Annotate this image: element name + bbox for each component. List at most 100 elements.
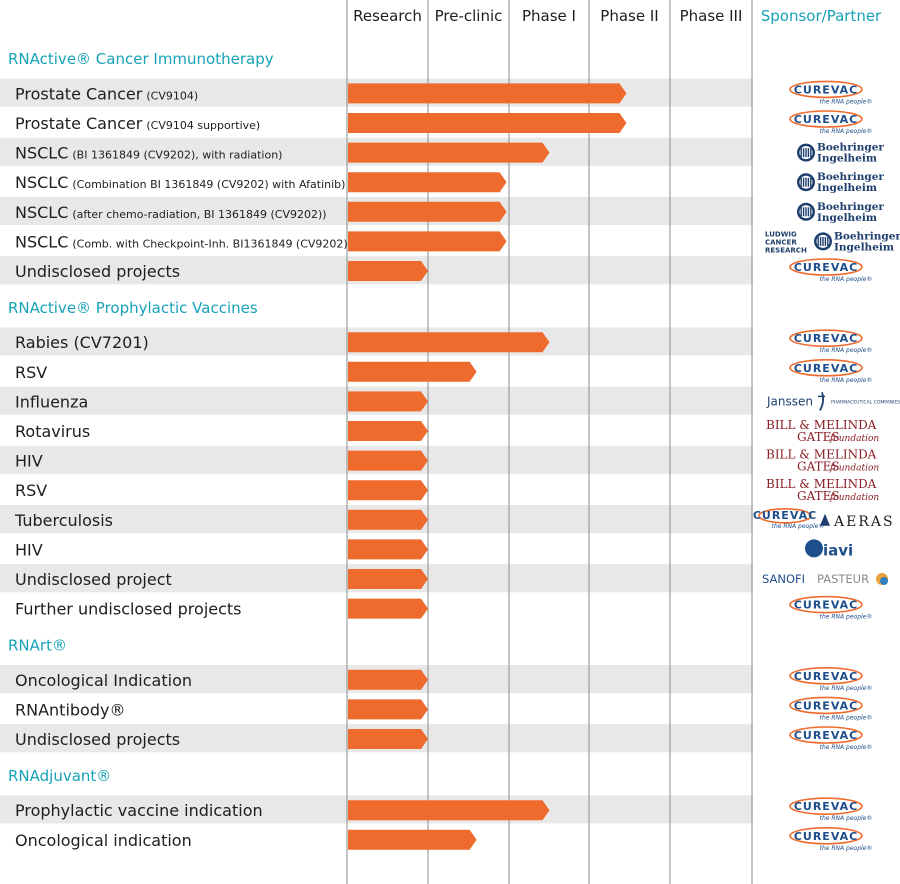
- curevac-tagline: the RNA people®: [820, 685, 873, 692]
- row-label: Rotavirus: [15, 422, 90, 441]
- partner-column-header: Sponsor/Partner: [761, 7, 882, 25]
- partner-logo: CUREVAC the RNA people®: [789, 666, 873, 692]
- row-label-main: NSCLC: [15, 173, 68, 192]
- curevac-tagline: the RNA people®: [820, 128, 873, 135]
- curevac-logo-text: CUREVAC: [753, 509, 817, 522]
- gates-logo-text: BILL & MELINDA: [766, 477, 877, 491]
- row-label: Oncological indication: [15, 831, 192, 850]
- curevac-tagline: the RNA people®: [820, 815, 873, 822]
- progress-bar: [348, 83, 627, 104]
- row-label-main: Tuberculosis: [14, 511, 113, 530]
- boehringer-logo-text: Boehringer: [817, 201, 884, 213]
- pipeline-row: Oncological Indication CUREVAC the RNA peo…: [15, 666, 873, 692]
- column-header: Phase III: [680, 7, 743, 25]
- curevac-logo-text: CUREVAC: [794, 261, 858, 274]
- row-label-main: Prophylactic vaccine indication: [15, 801, 263, 820]
- curevac-logo-text: CUREVAC: [794, 670, 858, 683]
- gates-logo-text-2: GATES: [797, 489, 840, 503]
- progress-bar: [348, 231, 507, 252]
- row-label: Rabies (CV7201): [15, 333, 149, 352]
- row-label-main: NSCLC: [15, 203, 68, 222]
- pipeline-rows: RNActive® Cancer Immunotherapy Prostate C…: [8, 50, 900, 852]
- sanofi-logo-text-2: PASTEUR: [817, 572, 869, 586]
- column-header: Pre-clinic: [435, 7, 503, 25]
- row-label: NSCLC (BI 1361849 (CV9202), with radiatio…: [15, 144, 282, 163]
- section-title: RNAdjuvant®: [8, 767, 111, 785]
- row-label: Prostate Cancer (CV9104): [15, 84, 198, 103]
- aeras-logo-text: AERAS: [833, 514, 895, 530]
- janssen-logo-text: Janssen: [766, 394, 813, 408]
- progress-bar: [348, 800, 550, 821]
- column-header: Phase II: [600, 7, 658, 25]
- gates-logo-text-3: foundation: [829, 434, 879, 444]
- progress-bar: [348, 261, 428, 281]
- progress-bar: [348, 569, 428, 589]
- curevac-tagline: the RNA people®: [820, 614, 873, 621]
- row-label-main: RSV: [15, 363, 47, 382]
- partner-logo: CUREVAC the RNA people®: [789, 797, 873, 822]
- pipeline-row: Prostate Cancer (CV9104) CUREVAC the RNA pe…: [15, 80, 872, 105]
- pipeline-row: NSCLC (Comb. with Checkpoint-Inh. BI13618…: [15, 230, 900, 254]
- progress-bar: [348, 480, 428, 501]
- pipeline-row: RNAntibody® CUREVAC the RNA people®: [15, 696, 873, 721]
- row-label-detail: (Comb. with Checkpoint-Inh. BI1361849 (C…: [72, 237, 352, 250]
- sanofi-logo-text: SANOFI: [762, 572, 805, 586]
- curevac-logo-text: CUREVAC: [794, 699, 858, 712]
- progress-bar: [348, 509, 428, 530]
- janssen-logo-subtext: PHARMACEUTICAL COMPANIES OF Johnson & Jo…: [831, 399, 900, 405]
- partner-logo: CUREVAC the RNA people®: [789, 826, 872, 852]
- row-label: NSCLC (Combination BI 1361849 (CV9202) wi…: [15, 173, 345, 192]
- boehringer-logo-text-2: Ingelheim: [817, 212, 877, 224]
- column-headers: Research Pre-clinic Phase I Phase II Phase I…: [353, 7, 882, 25]
- curevac-tagline: the RNA people®: [820, 347, 873, 354]
- partner-logo: CUREVAC the RNA people®: [789, 258, 872, 283]
- boehringer-logo-text-2: Ingelheim: [817, 153, 877, 165]
- row-label-main: HIV: [15, 540, 43, 559]
- pipeline-row: Undisclosed project SANOFI PASTEUR: [15, 569, 888, 589]
- row-label: NSCLC (Comb. with Checkpoint-Inh. BI13618…: [15, 232, 352, 251]
- progress-bar: [348, 729, 428, 749]
- row-label: RSV: [15, 481, 47, 500]
- gates-logo-text-3: foundation: [829, 493, 879, 503]
- row-label-main: Further undisclosed projects: [15, 600, 242, 619]
- pipeline-row: Undisclosed projects CUREVAC the RNA peopl…: [15, 726, 872, 751]
- curevac-logo-text: CUREVAC: [794, 800, 858, 813]
- boehringer-logo-text-2: Ingelheim: [834, 241, 894, 253]
- pipeline-row: Further undisclosed projects CUREVAC the R…: [15, 595, 873, 621]
- row-label: HIV: [15, 540, 43, 559]
- progress-bar: [348, 201, 507, 222]
- progress-bar: [348, 829, 477, 850]
- pipeline-row: Influenza Janssen PHARMACEUTICAL COMPANIES…: [15, 391, 900, 412]
- partner-logo: CUREVAC the RNA people®: [789, 726, 872, 751]
- partner-logo: CUREVAC the RNA people®: [789, 358, 872, 384]
- section-title: RNActive® Cancer Immunotherapy: [8, 50, 274, 68]
- progress-bar: [348, 113, 627, 133]
- curevac-logo-text: CUREVAC: [794, 362, 858, 375]
- row-label: Prophylactic vaccine indication: [15, 801, 263, 820]
- progress-bar: [348, 539, 428, 560]
- progress-bar: [348, 361, 477, 382]
- progress-bar: [348, 450, 428, 471]
- row-label: Undisclosed projects: [15, 730, 180, 749]
- row-label-detail: (CV9104): [146, 89, 198, 102]
- row-label-main: Oncological indication: [15, 831, 192, 850]
- row-label-main: Rotavirus: [15, 422, 90, 441]
- partner-logo: CUREVAC the RNA people®: [789, 696, 873, 721]
- progress-bar: [348, 669, 428, 690]
- boehringer-logo-text: Boehringer: [817, 171, 884, 183]
- column-header: Phase I: [522, 7, 576, 25]
- boehringer-logo-text-2: Ingelheim: [817, 182, 877, 194]
- row-label: Influenza: [15, 392, 88, 411]
- curevac-tagline: the RNA people®: [820, 714, 873, 721]
- partner-logo: CUREVAC the RNA people®: [789, 595, 873, 621]
- row-label-detail: (BI 1361849 (CV9202), with radiation): [72, 149, 282, 162]
- curevac-logo-text: CUREVAC: [794, 113, 858, 126]
- boehringer-logo-text: Boehringer: [834, 230, 900, 242]
